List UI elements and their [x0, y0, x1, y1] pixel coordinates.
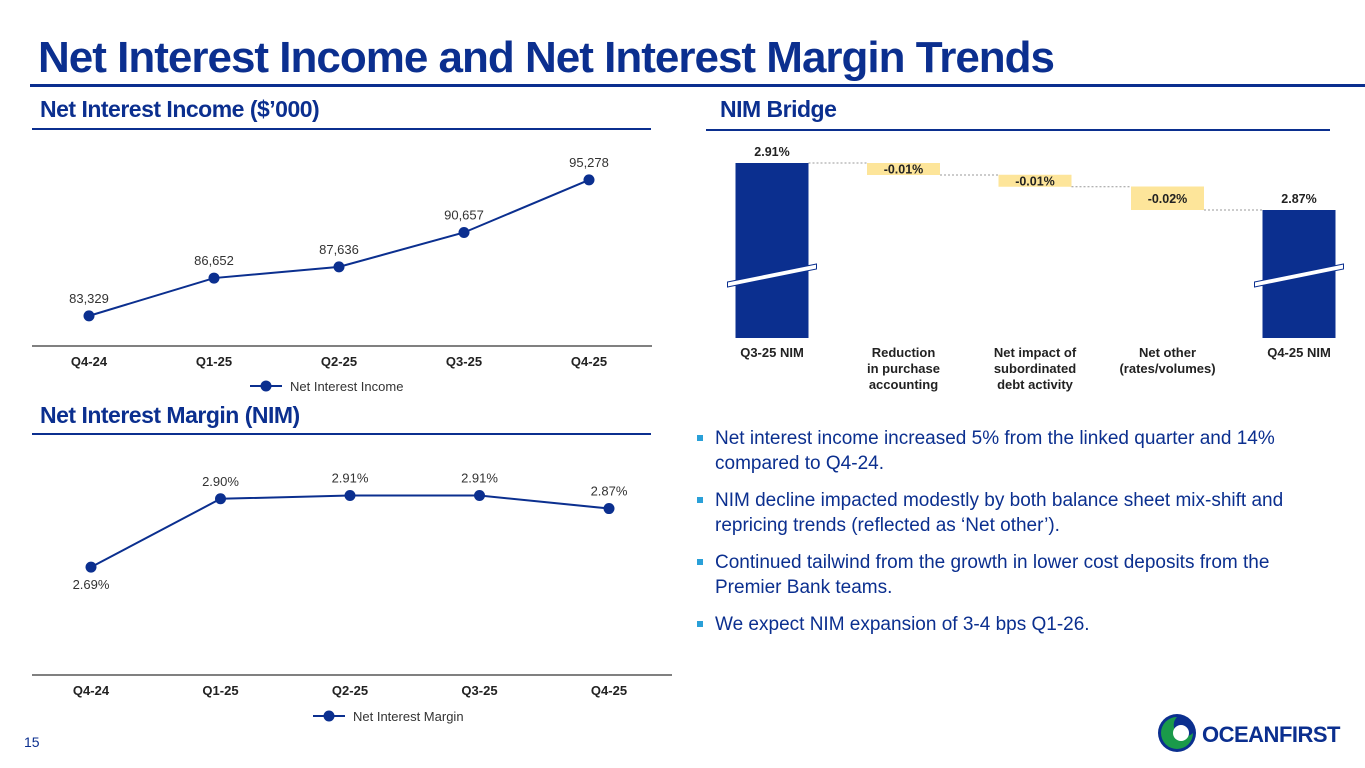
delta-bar: [1131, 186, 1204, 210]
x-tick-label: Q1-25: [202, 683, 238, 698]
data-label: 2.91%: [332, 471, 369, 486]
bullet-item: NIM decline impacted modestly by both ba…: [697, 488, 1337, 538]
page-number: 15: [24, 734, 40, 750]
data-point: [83, 310, 95, 322]
oceanfirst-logo: OCEANFIRST: [1158, 714, 1342, 752]
bullet-item: We expect NIM expansion of 3-4 bps Q1-26…: [697, 612, 1337, 637]
square-bullet-icon: [697, 559, 703, 565]
x-tick-label: Reduction: [872, 345, 936, 360]
data-label: 2.91%: [754, 145, 789, 159]
data-point: [474, 490, 485, 502]
data-label: 95,278: [569, 155, 609, 170]
square-bullet-icon: [697, 435, 703, 441]
x-tick-label: accounting: [869, 377, 938, 392]
x-tick-label: Q4-24: [71, 354, 108, 369]
x-tick-label: Q3-25 NIM: [740, 345, 804, 360]
x-tick-label: Q2-25: [332, 683, 368, 698]
bullet-text: Continued tailwind from the growth in lo…: [715, 552, 1270, 598]
data-point: [85, 561, 97, 573]
page-title: Net Interest Income and Net Interest Mar…: [38, 33, 1055, 82]
axis-break-icon: [727, 263, 817, 288]
data-point: [344, 490, 356, 502]
legend-label: Net Interest Income: [290, 379, 403, 394]
x-tick-label: Q4-25 NIM: [1267, 345, 1331, 360]
nim-section-title: Net Interest Margin (NIM): [40, 402, 300, 428]
data-label: 2.91%: [461, 471, 498, 486]
bullet-text: Net interest income increased 5% from th…: [715, 428, 1275, 474]
nii-section-title: Net Interest Income ($’000): [40, 96, 320, 122]
x-tick-label: Q4-24: [73, 683, 110, 698]
oceanfirst-wave-logo-icon: [1158, 714, 1196, 752]
bridge-section-title: NIM Bridge: [720, 96, 837, 122]
data-label: 2.87%: [1281, 192, 1316, 206]
total-bar: [735, 163, 809, 338]
data-label: -0.02%: [1148, 192, 1188, 206]
x-tick-label: in purchase: [867, 361, 940, 376]
bullet-item: Net interest income increased 5% from th…: [697, 426, 1337, 476]
bullet-text: We expect NIM expansion of 3-4 bps Q1-26…: [715, 614, 1090, 635]
bullet-text: NIM decline impacted modestly by both ba…: [715, 490, 1284, 536]
data-point: [458, 226, 470, 238]
x-tick-label: Q4-25: [591, 683, 627, 698]
nim-section-divider: [32, 433, 651, 435]
title-divider: [30, 84, 1365, 87]
data-label: 86,652: [194, 253, 234, 268]
commentary-list: Net interest income increased 5% from th…: [697, 426, 1337, 649]
legend-label: Net Interest Margin: [353, 709, 464, 724]
data-label: 2.90%: [202, 474, 239, 489]
x-tick-label: Q1-25: [196, 354, 232, 369]
bridge-section-divider: [706, 129, 1330, 131]
legend-marker: [323, 710, 335, 722]
delta-bar: [998, 174, 1072, 187]
x-tick-label: Q4-25: [571, 354, 607, 369]
bullet-item: Continued tailwind from the growth in lo…: [697, 550, 1337, 600]
data-label: -0.01%: [1015, 174, 1055, 188]
data-label: -0.01%: [884, 163, 924, 177]
data-point: [215, 493, 226, 505]
data-point: [333, 261, 345, 273]
square-bullet-icon: [697, 621, 703, 627]
data-label: 2.87%: [591, 484, 628, 499]
data-label: 83,329: [69, 291, 109, 306]
x-tick-label: Q3-25: [461, 683, 497, 698]
x-tick-label: Net impact of: [994, 345, 1077, 360]
x-tick-label: Q3-25: [446, 354, 482, 369]
data-point: [208, 272, 220, 284]
data-label: 90,657: [444, 207, 484, 222]
nim-line-chart: 2.69% Q4-24 2.90% Q1-25 2.91% Q2-25 2.91% Q3-25…: [32, 471, 672, 724]
data-label: 2.69%: [73, 577, 110, 592]
data-point: [583, 174, 595, 186]
x-tick-label: Q2-25: [321, 354, 357, 369]
data-point: [603, 503, 615, 515]
logo-text: OCEANFIRST: [1202, 722, 1341, 747]
delta-bar: [867, 163, 940, 175]
square-bullet-icon: [697, 497, 703, 503]
data-label: 87,636: [319, 242, 359, 257]
axis-break-icon: [1254, 263, 1344, 288]
nii-section-divider: [32, 128, 651, 130]
series-line: [90, 494, 610, 569]
x-tick-label: Net other: [1139, 345, 1196, 360]
legend-marker: [260, 380, 272, 392]
x-tick-label: (rates/volumes): [1119, 361, 1215, 376]
nii-line-chart: 83,329 Q4-24 86,652 Q1-25 87,636 Q2-25 90,657 Q…: [32, 155, 652, 394]
x-tick-label: subordinated: [994, 361, 1076, 376]
x-tick-label: debt activity: [997, 377, 1074, 392]
